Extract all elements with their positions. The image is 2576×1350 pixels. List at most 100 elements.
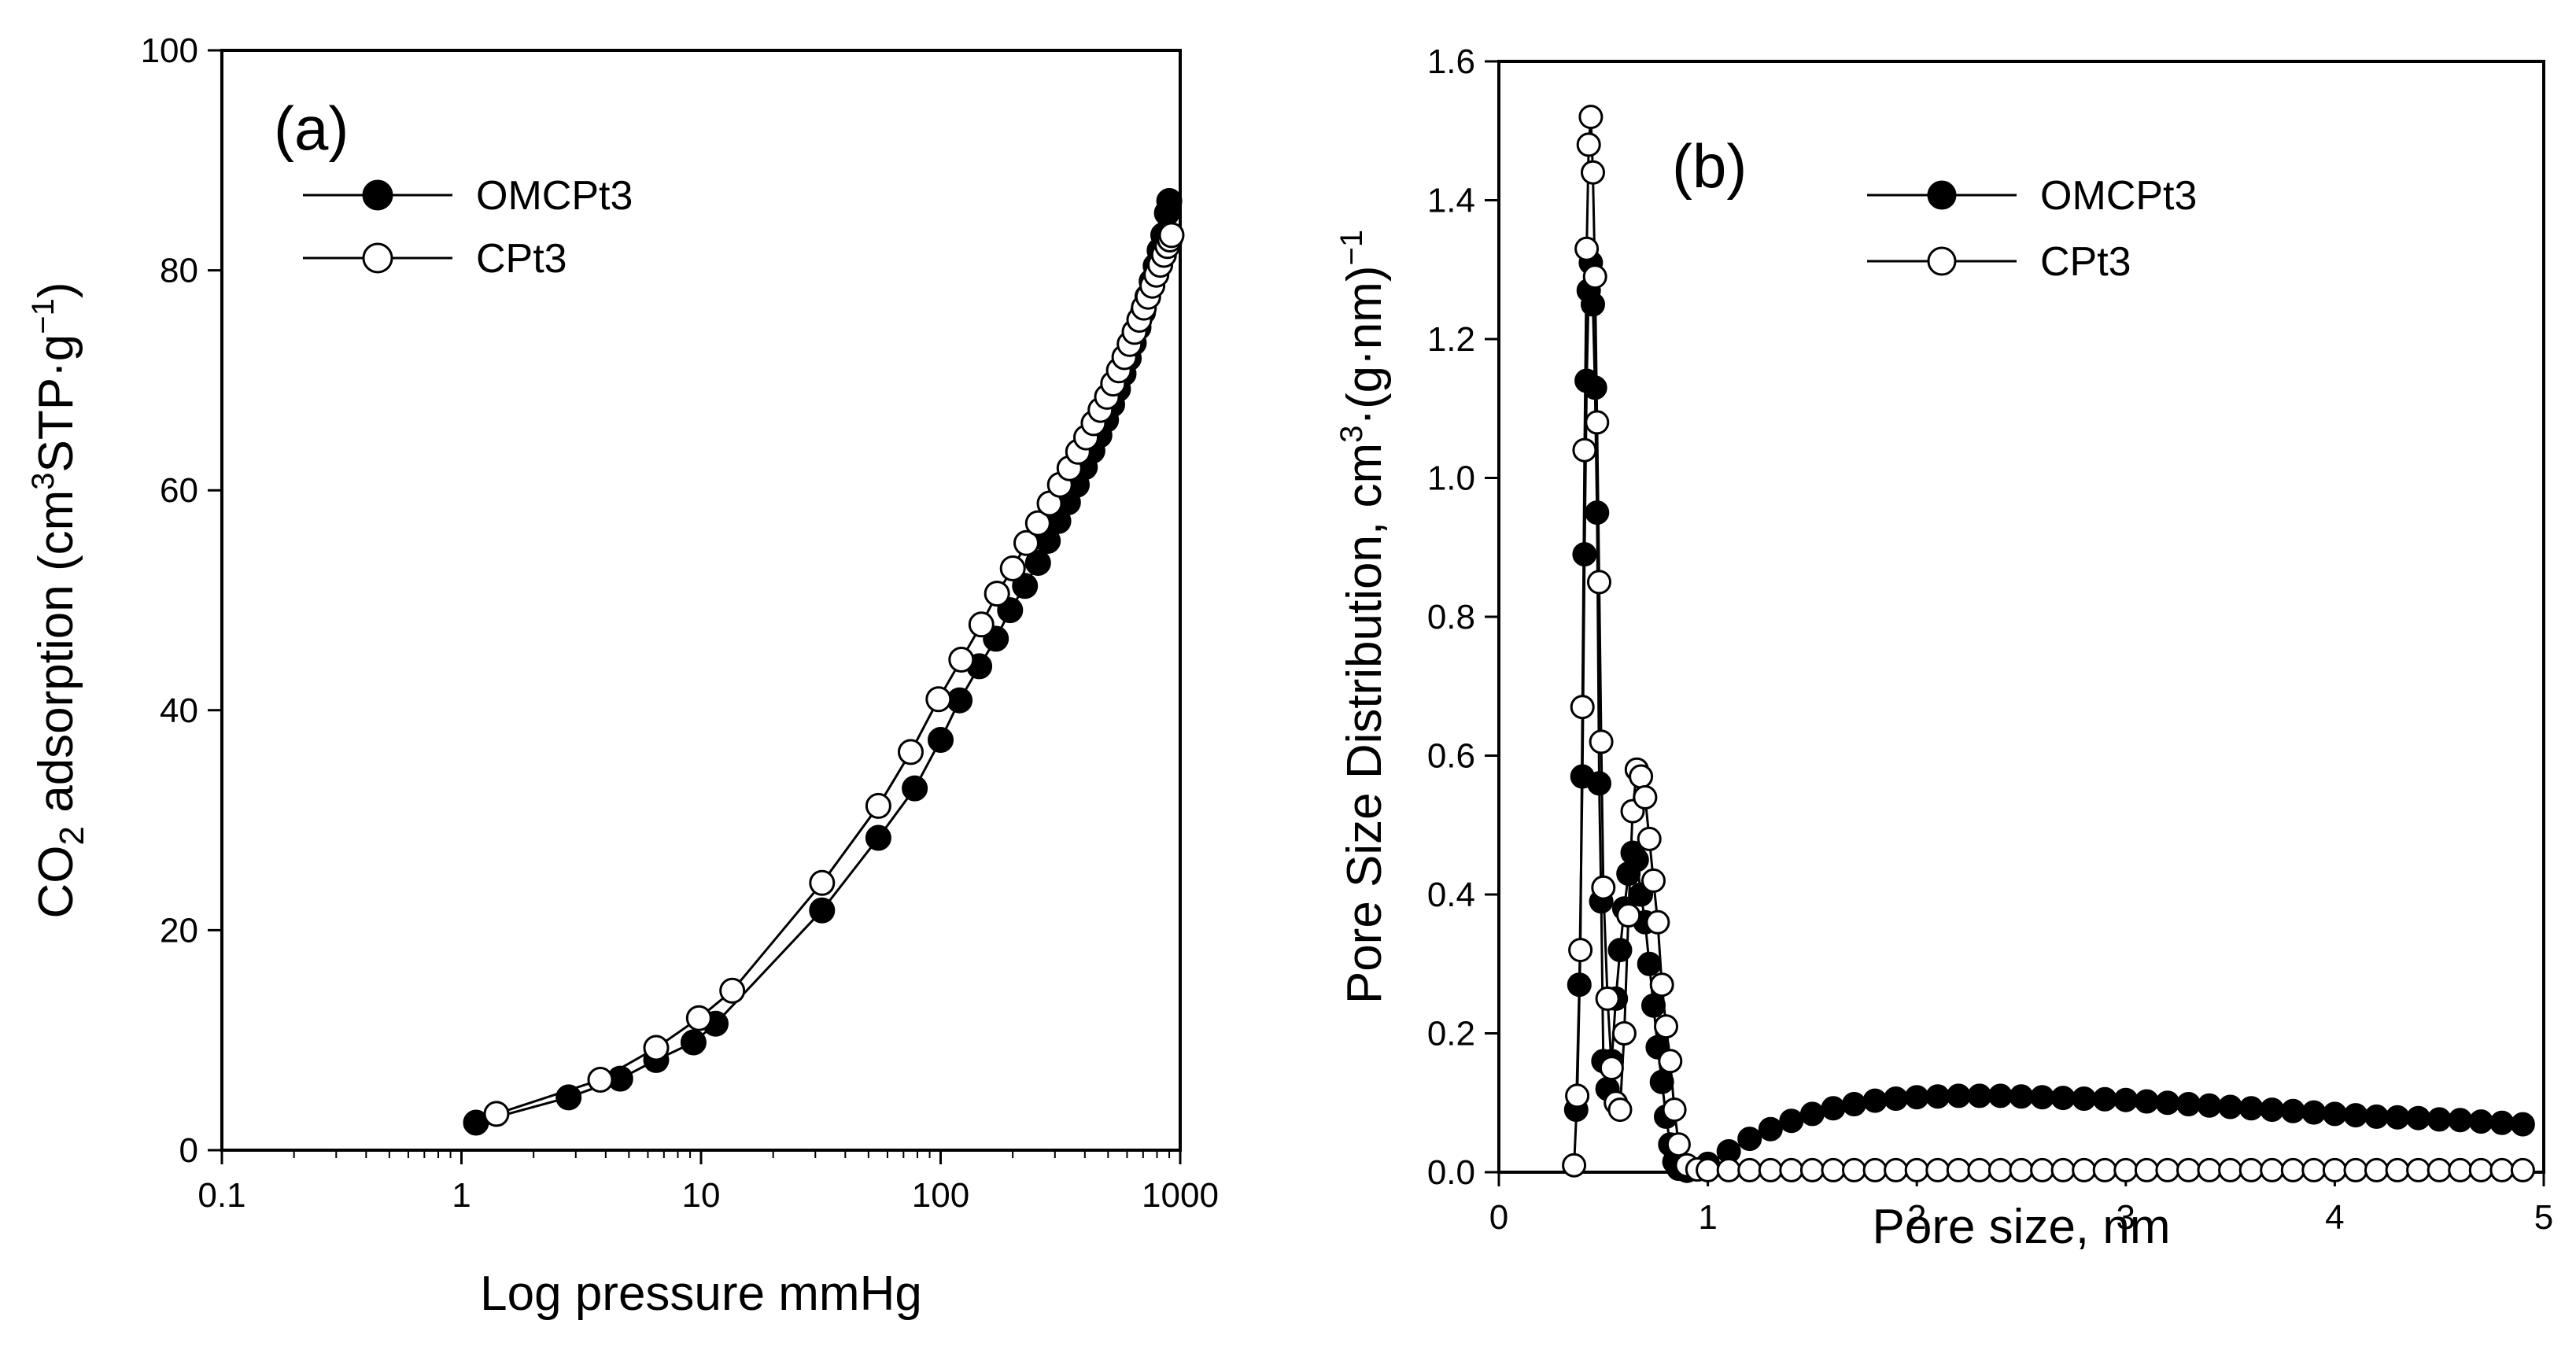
data-point-cpt3 <box>1581 160 1605 185</box>
data-point-cpt3 <box>1562 1153 1587 1178</box>
data-point-cpt3 <box>2197 1157 2222 1182</box>
data-point-omcpt3 <box>2427 1107 2452 1132</box>
data-point-cpt3 <box>898 739 924 765</box>
x-tick-label: 3 <box>2117 1198 2135 1237</box>
data-point-cpt3 <box>1013 529 1039 556</box>
series-line-omcpt3 <box>475 201 1171 1124</box>
data-point-omcpt3 <box>680 1029 707 1056</box>
data-point-cpt3 <box>2030 1157 2055 1182</box>
data-point-cpt3 <box>1758 1157 1783 1182</box>
panel-b-x-axis-label: Pore size, nm <box>1872 1200 2170 1254</box>
panel-b-ticks: 0 1 2 3 4 5 0.0 0.2 0.4 0.6 0.8 1.0 1.2 1.4 1.6 <box>1427 42 2553 1237</box>
data-point-omcpt3 <box>1024 550 1051 576</box>
x-tick-label: 2 <box>1907 1198 1926 1237</box>
panel-b-y-axis-label: Pore Size Distribution, cm3·(g·nm)−1 <box>1334 230 1392 1004</box>
panel-a-x-axis-label: Log pressure mmHg <box>480 1267 922 1321</box>
data-point-cpt3 <box>1611 1021 1637 1046</box>
data-point-cpt3 <box>1633 785 1658 810</box>
data-point-cpt3 <box>1587 570 1611 595</box>
data-point-omcpt3 <box>2113 1087 2139 1112</box>
data-point-cpt3 <box>1591 875 1616 900</box>
data-point-cpt3 <box>1862 1157 1888 1182</box>
data-point-omcpt3 <box>1758 1116 1783 1142</box>
panel-a-legend: OMCPt3 CPt3 <box>303 173 633 282</box>
data-point-cpt3 <box>809 869 836 896</box>
data-point-cpt3 <box>2238 1157 2264 1182</box>
y-tick-label: 1.2 <box>1427 320 1475 359</box>
data-point-cpt3 <box>1572 437 1597 463</box>
y-tick-label: 0.8 <box>1427 598 1475 636</box>
panel-a-ylabel-sup: 3 <box>26 472 61 489</box>
data-point-cpt3 <box>1821 1157 1846 1182</box>
data-point-cpt3 <box>1737 1157 1762 1182</box>
data-point-omcpt3 <box>2280 1098 2305 1123</box>
data-point-omcpt3 <box>1637 951 1662 976</box>
panel-a-ylabel-base: CO <box>29 846 83 919</box>
series-line-omcpt3 <box>1574 262 2523 1172</box>
data-point-omcpt3 <box>1737 1127 1762 1152</box>
data-point-omcpt3 <box>1904 1085 1929 1110</box>
data-point-cpt3 <box>1884 1157 1909 1182</box>
data-point-cpt3 <box>1649 972 1674 998</box>
y-tick-label: 100 <box>141 31 198 70</box>
data-point-cpt3 <box>2260 1157 2285 1182</box>
data-point-cpt3 <box>1696 1157 1721 1182</box>
data-point-omcpt3 <box>2092 1086 2117 1112</box>
data-point-cpt3 <box>1716 1157 1741 1182</box>
data-point-cpt3 <box>1637 826 1662 851</box>
data-point-omcpt3 <box>1607 938 1633 963</box>
data-point-cpt3 <box>1607 1097 1633 1123</box>
data-point-cpt3 <box>1641 868 1666 893</box>
y-tick-label: 1.6 <box>1427 42 1475 81</box>
data-point-cpt3 <box>1589 729 1614 754</box>
data-point-cpt3 <box>2218 1157 2243 1182</box>
panel-a-ylabel-end: ) <box>29 282 83 299</box>
data-point-omcpt3 <box>2030 1085 2055 1110</box>
series-line-cpt3 <box>496 234 1173 1116</box>
y-tick-label: 60 <box>160 471 198 510</box>
data-point-cpt3 <box>1599 1056 1624 1081</box>
panel-b-label: (b) <box>1672 131 1747 201</box>
y-tick-label: 0 <box>179 1131 198 1170</box>
data-point-cpt3 <box>643 1035 670 1061</box>
data-point-omcpt3 <box>2009 1084 2034 1109</box>
legend-label-omcpt3: OMCPt3 <box>476 173 633 219</box>
data-point-omcpt3 <box>2510 1112 2535 1137</box>
data-point-omcpt3 <box>928 727 954 753</box>
data-point-omcpt3 <box>2238 1096 2264 1121</box>
data-point-cpt3 <box>1582 264 1607 290</box>
data-point-cpt3 <box>587 1067 614 1093</box>
data-point-cpt3 <box>2406 1157 2431 1182</box>
data-point-omcpt3 <box>2197 1093 2222 1118</box>
data-point-cpt3 <box>1024 510 1051 537</box>
data-point-omcpt3 <box>2050 1086 2076 1111</box>
data-point-omcpt3 <box>2301 1100 2327 1125</box>
data-point-cpt3 <box>1662 1097 1687 1123</box>
data-point-cpt3 <box>2510 1157 2535 1182</box>
data-point-cpt3 <box>2072 1157 2097 1182</box>
y-tick-label: 0.2 <box>1427 1015 1475 1053</box>
panel-a-ylabel-sup2: −1 <box>26 298 61 334</box>
data-point-cpt3 <box>984 581 1010 607</box>
data-point-cpt3 <box>1595 986 1620 1011</box>
data-point-omcpt3 <box>2385 1105 2410 1130</box>
data-point-cpt3 <box>1565 1083 1590 1108</box>
data-point-cpt3 <box>1666 1132 1691 1157</box>
data-point-cpt3 <box>2134 1157 2159 1182</box>
data-point-cpt3 <box>1799 1157 1825 1182</box>
panel-b-ylabel-main: Pore Size Distribution, cm <box>1338 443 1392 1004</box>
y-tick-label: 0.4 <box>1427 876 1475 914</box>
data-point-cpt3 <box>2176 1157 2201 1182</box>
data-point-cpt3 <box>1570 695 1595 720</box>
data-point-omcpt3 <box>1581 292 1605 317</box>
legend-label-omcpt3: OMCPt3 <box>2040 173 2197 219</box>
panel-b-legend: OMCPt3 CPt3 <box>1867 173 2197 285</box>
data-point-omcpt3 <box>1925 1084 1950 1109</box>
data-point-cpt3 <box>2468 1157 2493 1182</box>
legend-label-cpt3: CPt3 <box>2040 239 2131 285</box>
data-point-cpt3 <box>1904 1157 1929 1182</box>
data-point-omcpt3 <box>2489 1110 2515 1135</box>
data-point-cpt3 <box>999 555 1026 581</box>
data-point-cpt3 <box>2343 1157 2368 1182</box>
data-point-cpt3 <box>1585 410 1610 435</box>
